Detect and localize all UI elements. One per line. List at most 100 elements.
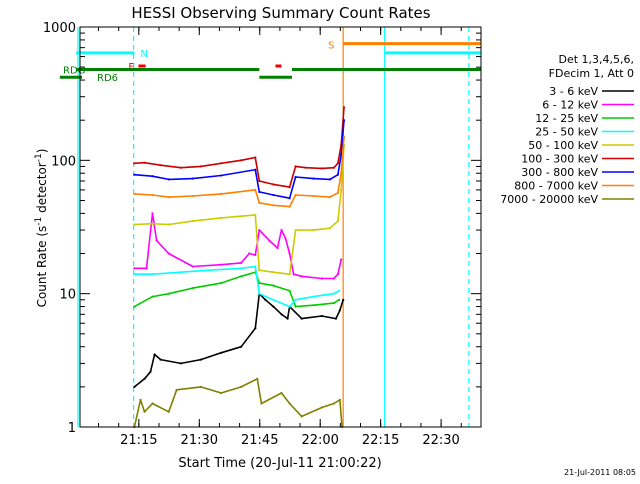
series-2-point-3 [191,287,194,290]
series-2-point-8 [272,284,275,287]
series-6-point-8 [288,197,291,200]
x-tick-label-1: 21:30 [181,433,218,448]
series-5-point-10 [288,186,291,189]
series-1-point-13 [280,229,283,232]
series-8-point-16 [338,398,341,401]
series-5-point-3 [179,166,182,169]
series-0-point-16 [300,317,303,320]
series-7-point-4 [220,192,223,195]
series-5-point-11 [294,165,297,168]
timestamp: 21-Jul-2011 08:05 [564,468,636,477]
series-1-point-3 [155,239,158,242]
legend-label-1: 6 - 12 keV [542,99,598,112]
series-0-point-19 [338,309,341,312]
series-3-point-10 [312,295,315,298]
series-8-point-5 [175,388,178,391]
series-0-point-3 [153,353,156,356]
series-6-point-7 [272,193,275,197]
series-4-point-10 [312,229,315,232]
series-7-point-12 [336,191,339,194]
series-3-point-9 [294,298,297,301]
series-1-point-8 [248,252,251,255]
x-tick-label-5: 22:30 [422,433,459,448]
legend-label-3: 25 - 50 keV [535,126,598,139]
series-5-point-6 [240,159,243,162]
series-3-point-0 [133,273,136,276]
series-4-point-11 [328,227,331,230]
series-2-point-5 [240,275,243,278]
series-8-point-10 [260,402,263,405]
x-tick-label-0: 21:15 [120,433,157,448]
series-7-point-5 [254,188,257,191]
legend-header-line2: FDecim 1, Att 0 [549,67,634,80]
series-1-point-9 [254,253,257,257]
legend-label-0: 3 - 6 keV [549,85,598,98]
series-7-point-0 [133,192,136,195]
series-0-point-11 [264,298,267,301]
series-6-point-6 [258,190,261,193]
series-2-point-0 [133,305,136,308]
series-0-point-1 [143,377,146,380]
series-4-point-8 [288,273,291,276]
series-3-point-3 [207,269,211,272]
series-8-point-13 [300,415,303,418]
series-8-point-4 [167,410,170,413]
series-6-point-1 [151,175,154,178]
series-0-point-12 [272,305,275,308]
series-1-point-7 [240,261,243,264]
series-line-8 [133,377,343,428]
series-5-point-7 [254,156,257,159]
series-1-point-12 [276,246,279,250]
series-1-point-14 [284,237,287,240]
series-1-point-6 [220,263,223,266]
series-5-point-5 [220,162,223,165]
series-1-point-19 [332,277,335,280]
series-8-point-9 [256,377,259,380]
series-7-point-8 [288,205,291,208]
plot-frame [79,26,482,428]
series-0-point-18 [334,317,337,320]
series-6-point-0 [133,173,136,176]
series-5-point-13 [320,167,323,170]
series-5-point-1 [143,161,146,164]
series-8-point-7 [220,391,223,395]
series-2-point-9 [288,289,291,292]
series-0-point-7 [220,351,223,354]
series-0-point-14 [286,317,289,320]
series-2-point-13 [338,298,341,301]
series-8-point-8 [240,385,243,388]
series-2-point-11 [312,304,315,307]
series-4-point-3 [191,220,194,223]
series-7-point-10 [312,194,315,198]
series-1-point-18 [320,277,323,280]
series-4-point-4 [220,216,223,219]
series-5-point-4 [199,165,202,168]
y-tick-label-1: 10 [59,288,76,303]
series-3-point-1 [151,273,154,276]
series-5-point-2 [159,164,162,167]
series-8-point-3 [151,402,154,405]
series-5-point-15 [336,162,339,165]
y-axis-label-main: Count Rate (s [35,226,49,308]
series-0-point-13 [280,313,283,316]
series-8-point-6 [199,385,202,388]
series-3-point-11 [332,292,335,295]
series-0-point-5 [179,362,182,365]
series-2-point-10 [294,305,297,308]
legend-label-7: 800 - 7000 keV [514,180,598,193]
series-1-point-17 [300,275,303,278]
series-2-point-1 [151,295,154,298]
series-3-point-8 [288,305,291,308]
legend-label-8: 7000 - 20000 keV [500,193,598,206]
series-6-point-14 [342,119,346,122]
y-axis-label-sup1: -1 [34,217,44,226]
series-7-point-9 [294,193,297,197]
series-3-point-5 [254,265,257,268]
plot-layer: NF S RDG RD6 [59,27,481,429]
series-3-point-6 [258,292,261,295]
legend-label-6: 300 - 800 keV [521,166,598,179]
y-axis-label-sup2: -1 [34,153,44,162]
series-0-point-8 [240,345,243,348]
series-1-point-1 [145,267,148,270]
